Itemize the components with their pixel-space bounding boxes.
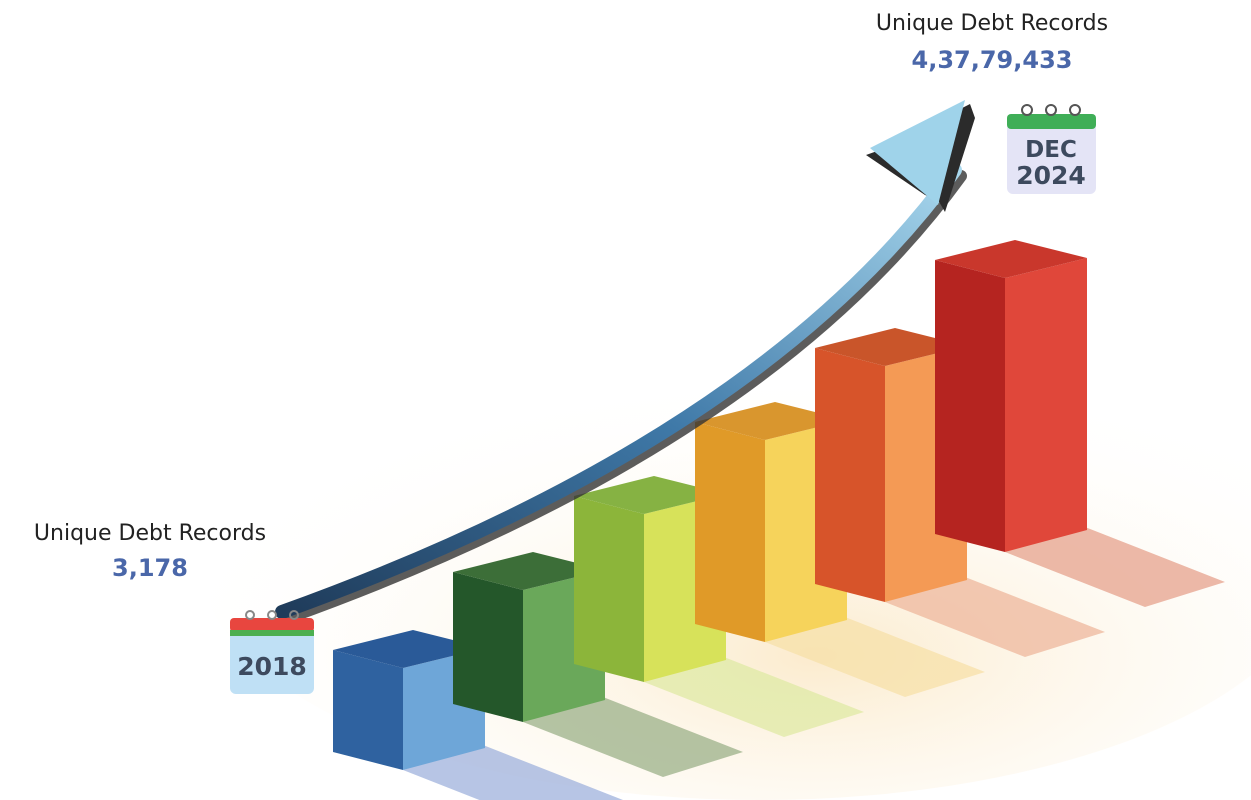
calendar-dec-2024: DEC 2024 (1007, 105, 1096, 194)
calendar-2018: 2018 (230, 611, 314, 694)
bar-front (333, 650, 403, 770)
bar-front (695, 422, 765, 642)
start-value: 3,178 (112, 554, 188, 582)
end-label: Unique Debt Records (876, 11, 1108, 36)
infographic: 2018 DEC 2024 Unique Debt Records 3,178 … (0, 0, 1251, 800)
bar-front (815, 348, 885, 602)
start-label: Unique Debt Records (34, 521, 266, 546)
start-year: 2018 (237, 652, 307, 681)
end-value: 4,37,79,433 (912, 46, 1073, 74)
end-year: 2024 (1016, 161, 1086, 190)
bar-front (574, 496, 644, 682)
end-month: DEC (1025, 137, 1077, 163)
bar-side (1005, 258, 1087, 552)
bar-front (453, 572, 523, 722)
bar-front (935, 260, 1005, 552)
